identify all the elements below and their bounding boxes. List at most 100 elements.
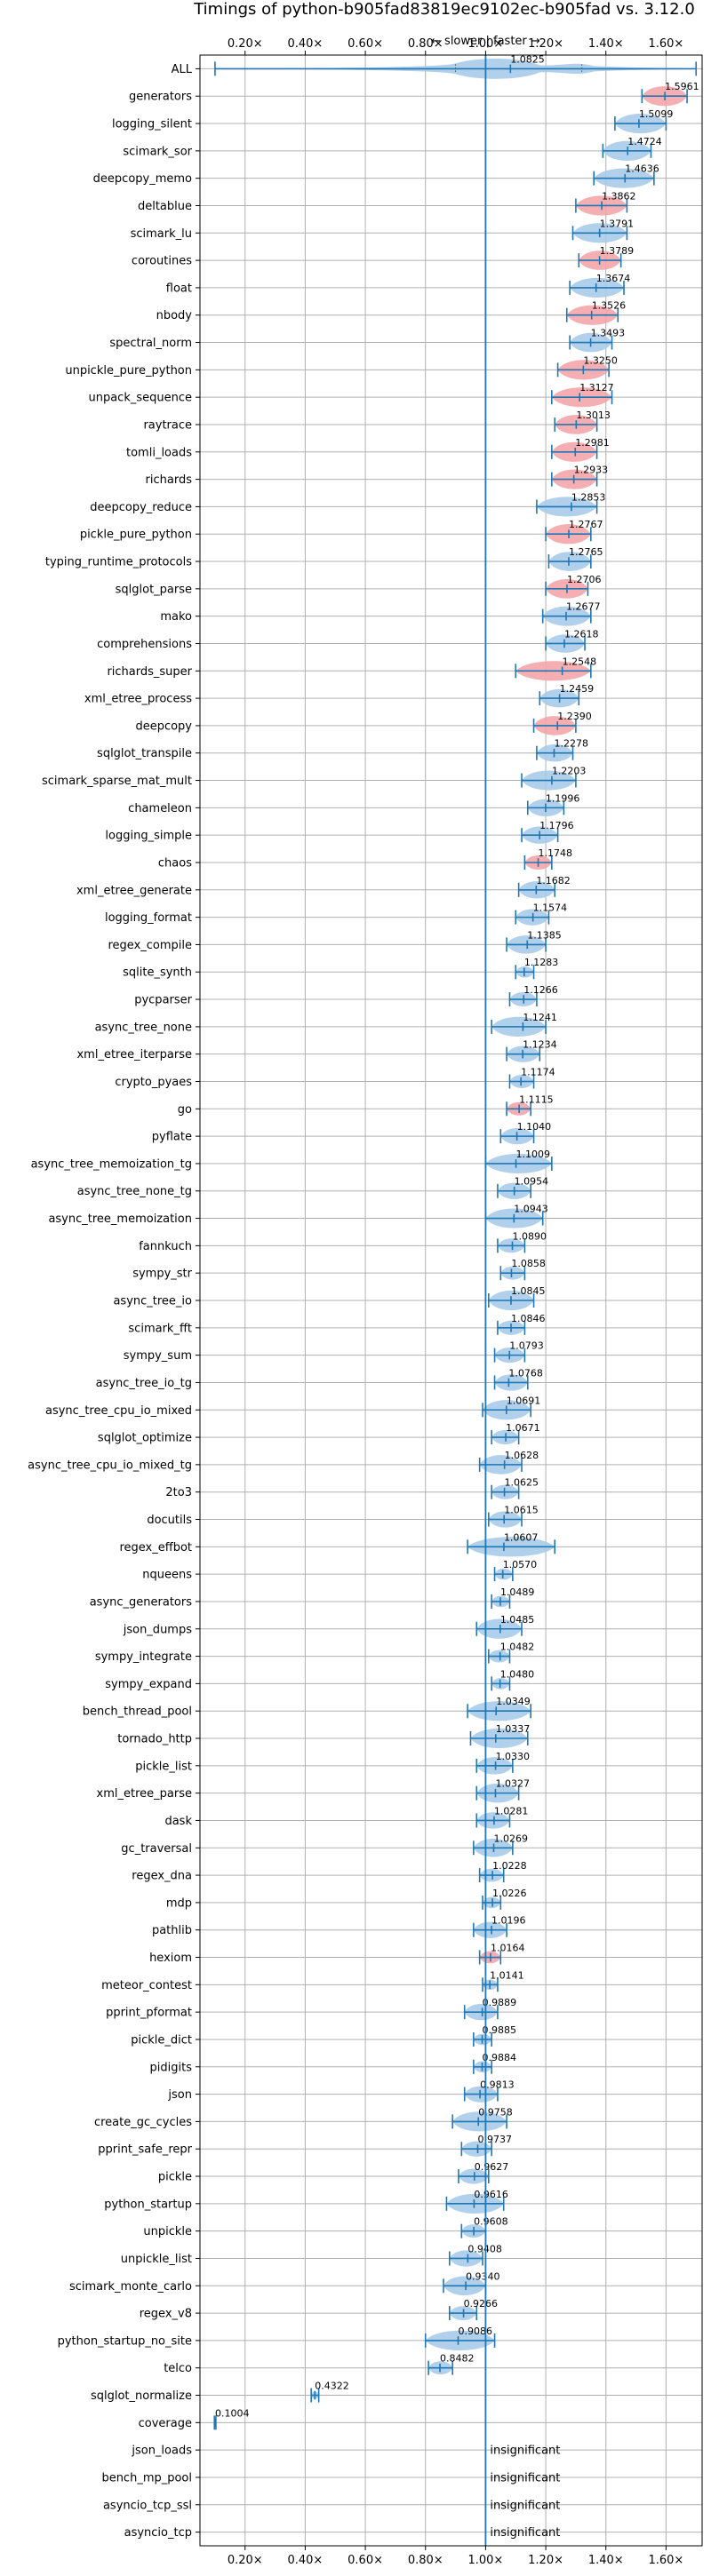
benchmark-mark: 1.0607 — [467, 1531, 556, 1557]
benchmark-mark: 1.2618 — [545, 628, 598, 653]
value-label: 1.2981 — [575, 437, 610, 449]
benchmark-mark: 1.0671 — [491, 1422, 540, 1445]
x-tick-label-top: 1.00× — [467, 37, 503, 51]
benchmark-mark: 1.1385 — [506, 929, 562, 954]
benchmark-label: pickle — [158, 2171, 192, 2184]
benchmark-mark: 0.9737 — [460, 2134, 512, 2157]
benchmark-label: pathlib — [152, 1924, 192, 1937]
value-label: 1.0625 — [505, 1477, 539, 1489]
benchmark-label: regex_dna — [132, 1870, 192, 1883]
benchmark-mark: 1.2706 — [545, 574, 601, 599]
benchmark-label: fannkuch — [139, 1240, 192, 1253]
value-label: 1.1574 — [533, 902, 568, 914]
benchmark-label: crypto_pyaes — [115, 1076, 192, 1089]
benchmark-label: pprint_pformat — [106, 2007, 192, 2020]
x-tick-label-top: 0.20× — [228, 37, 263, 51]
benchmark-label: bench_mp_pool — [101, 2471, 192, 2485]
benchmark-label: go — [178, 1103, 192, 1117]
x-tick-label-bottom: 0.20× — [228, 2554, 263, 2567]
value-label: 0.9266 — [464, 2298, 499, 2310]
value-label: 1.1682 — [536, 875, 571, 886]
value-label: 0.9889 — [483, 1997, 517, 2008]
benchmark-mark: 0.9758 — [451, 2106, 513, 2132]
benchmark-label: deepcopy_reduce — [90, 501, 192, 514]
benchmark-label: dask — [164, 1815, 192, 1828]
benchmark-label: async_tree_none — [95, 1021, 192, 1034]
benchmark-mark: 1.2203 — [521, 766, 586, 791]
benchmark-label: scimark_sparse_mat_mult — [42, 775, 192, 788]
benchmark-mark: 1.3127 — [551, 382, 614, 408]
value-label: 1.0337 — [496, 1723, 531, 1735]
value-label: 1.0607 — [504, 1531, 539, 1543]
benchmark-mark: 1.0890 — [497, 1230, 547, 1253]
value-label: 1.0615 — [504, 1505, 539, 1516]
benchmark-label: xml_etree_parse — [97, 1787, 192, 1801]
value-label: 1.0482 — [500, 1642, 535, 1653]
value-label: 1.0846 — [511, 1313, 546, 1324]
benchmark-label: sqlglot_transpile — [97, 747, 192, 760]
benchmark-label: pickle_pure_python — [80, 529, 192, 542]
x-tick-label-top: 1.20× — [528, 37, 563, 51]
benchmark-mark: 1.1996 — [526, 792, 580, 817]
value-label: 1.1009 — [516, 1149, 551, 1160]
benchmark-mark: 1.1682 — [517, 875, 571, 899]
value-label: 1.0141 — [490, 1969, 524, 1981]
benchmark-label: python_startup — [104, 2198, 192, 2211]
benchmark-mark: 1.0615 — [487, 1505, 539, 1528]
benchmark-mark: 1.1748 — [523, 847, 572, 871]
insignificant-label: insignificant — [490, 2526, 560, 2540]
x-tick-label-top: 1.60× — [648, 37, 683, 51]
benchmark-label: unpack_sequence — [88, 392, 192, 405]
benchmark-label: mako — [160, 610, 192, 624]
value-label: 1.3674 — [596, 273, 631, 284]
value-label: 0.4322 — [315, 2381, 349, 2392]
benchmark-mark: 1.0337 — [469, 1723, 531, 1749]
value-label: 0.9884 — [482, 2052, 516, 2063]
benchmark-label: scimark_monte_carlo — [69, 2280, 192, 2294]
benchmark-mark: 0.9627 — [458, 2161, 508, 2184]
benchmark-label: generators — [129, 91, 192, 104]
benchmark-mark: 1.3862 — [575, 190, 636, 216]
value-label: 1.1234 — [523, 1039, 557, 1051]
benchmark-label: sympy_integrate — [95, 1650, 192, 1664]
value-label: 1.1385 — [527, 929, 562, 941]
value-label: 1.0164 — [491, 1943, 525, 1954]
benchmark-label: tornado_http — [117, 1733, 192, 1746]
value-label: 1.0768 — [508, 1367, 543, 1379]
value-label: 1.0671 — [506, 1422, 540, 1434]
value-label: 1.1996 — [546, 792, 580, 804]
value-label: 1.0226 — [492, 1888, 527, 1899]
value-label: 1.0943 — [514, 1204, 548, 1215]
value-label: 1.0196 — [491, 1915, 526, 1927]
benchmark-label: deepcopy — [135, 720, 192, 733]
x-tick-label-top: 0.40× — [287, 37, 323, 51]
x-tick-label-bottom: 1.20× — [528, 2554, 563, 2567]
benchmark-mark: 1.0269 — [473, 1833, 528, 1857]
value-label: 1.0281 — [494, 1805, 529, 1817]
benchmark-label: mdp — [166, 1896, 192, 1910]
value-label: 1.1796 — [539, 820, 574, 831]
benchmark-mark: 1.2853 — [536, 491, 605, 517]
benchmark-mark: insignificant — [490, 2471, 560, 2485]
benchmark-mark: 1.5961 — [641, 81, 699, 107]
value-label: 1.0489 — [500, 1586, 535, 1598]
benchmark-mark: 1.0141 — [482, 1969, 524, 1992]
value-label: 0.9813 — [480, 2079, 515, 2091]
value-label: 1.0954 — [515, 1176, 549, 1188]
benchmark-label: asyncio_tcp — [124, 2526, 192, 2540]
benchmark-label: json_dumps — [123, 1623, 192, 1636]
value-label: 1.2677 — [566, 601, 601, 613]
value-label: 1.0793 — [509, 1340, 544, 1352]
value-label: 1.2278 — [554, 738, 588, 750]
benchmark-mark: insignificant — [490, 2499, 560, 2512]
benchmark-mark: 1.0858 — [499, 1258, 546, 1281]
value-label: 1.3862 — [602, 190, 636, 202]
benchmark-mark: 1.0570 — [493, 1559, 537, 1582]
benchmark-label: pidigits — [150, 2061, 193, 2074]
benchmark-label: gc_traversal — [121, 1842, 192, 1856]
value-label: 0.9086 — [458, 2326, 492, 2337]
value-label: 1.4636 — [625, 163, 659, 175]
benchmark-label: xml_etree_iterparse — [76, 1048, 192, 1061]
benchmark-label: tomli_loads — [126, 446, 192, 459]
